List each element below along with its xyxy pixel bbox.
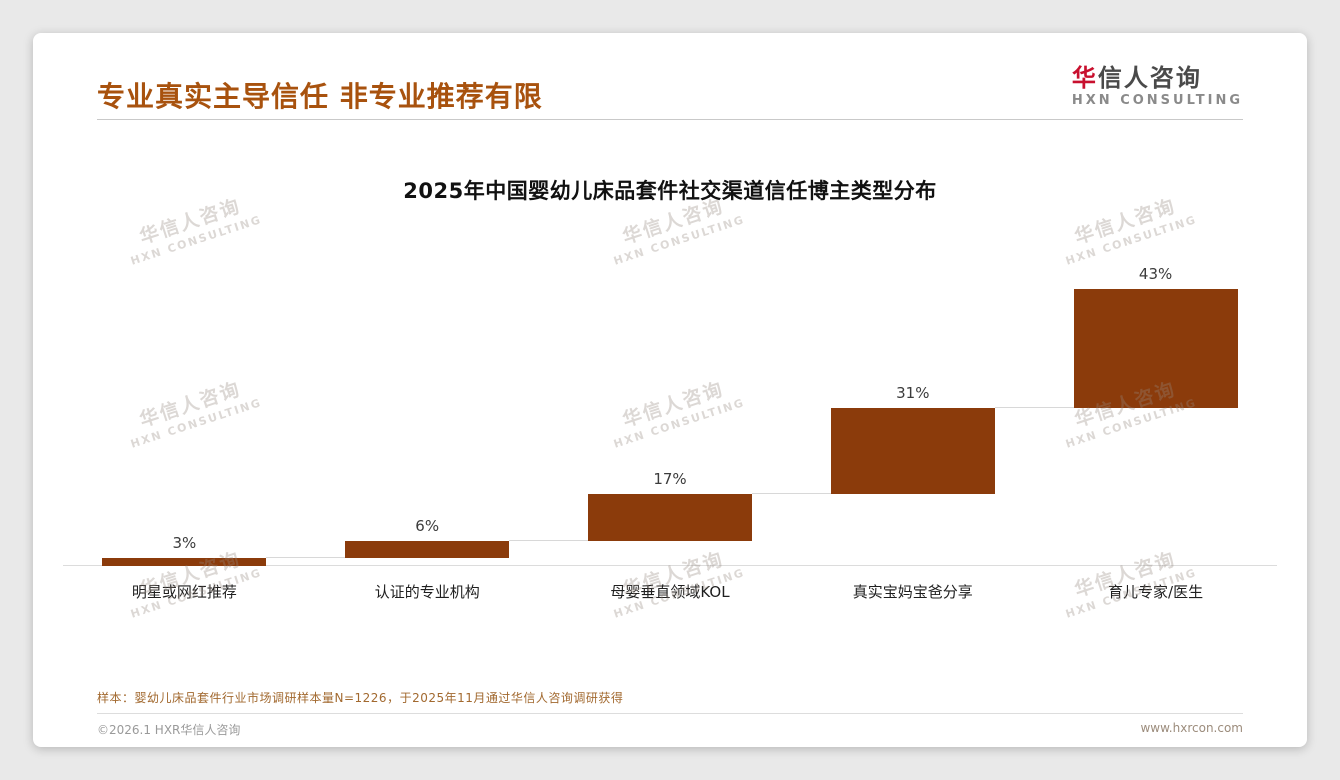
- category-label-4: 育儿专家/医生: [1108, 583, 1204, 601]
- category-label-0: 明星或网红推荐: [131, 583, 237, 601]
- slide-card: 专业真实主导信任 非专业推荐有限 华信人咨询 HXN CONSULTING 20…: [33, 33, 1307, 747]
- plot-area: 3% 6% 17% 31% 43%: [63, 265, 1277, 566]
- copyright-text: ©2026.1 HXR华信人咨询: [97, 723, 241, 737]
- connector-line-1: [509, 540, 588, 542]
- watermark-en-text: HXN CONSULTING: [1064, 212, 1199, 268]
- connector-line-2: [752, 492, 831, 494]
- category-label-1: 认证的专业机构: [374, 583, 480, 601]
- bar-value-label-0: 3%: [172, 533, 197, 552]
- logo-cn-rest: 信人咨询: [1097, 64, 1202, 92]
- connector-line-3: [994, 407, 1074, 409]
- footer: ©2026.1 HXR华信人咨询 www.hxrcon.com: [97, 721, 1243, 738]
- category-label-2: 母婴垂直领域KOL: [610, 583, 730, 601]
- connector-line-0: [266, 556, 346, 558]
- category-label-3: 真实宝妈宝爸分享: [852, 583, 973, 601]
- sample-note: 样本：婴幼儿床品套件行业市场调研样本量N=1226，于2025年11月通过华信人…: [97, 691, 624, 705]
- company-logo: 华信人咨询 HXN CONSULTING: [1071, 65, 1243, 109]
- watermark-en-text: HXN CONSULTING: [129, 212, 264, 268]
- bar-0: [102, 557, 267, 566]
- watermark-en-text: HXN CONSULTING: [612, 212, 747, 268]
- bar-value-label-2: 17%: [653, 469, 687, 488]
- bar-value-label-4: 43%: [1138, 265, 1173, 283]
- bar-value-label-1: 6%: [415, 517, 440, 536]
- bar-4: [1073, 289, 1238, 409]
- website-url: www.hxrcon.com: [1140, 721, 1243, 735]
- x-axis-baseline: [63, 565, 1277, 566]
- logo-cn-text: 华信人咨询: [1072, 65, 1243, 91]
- logo-en-text: HXN CONSULTING: [1071, 93, 1243, 109]
- footer-divider: [97, 713, 1243, 714]
- category-row: 明星或网红推荐 认证的专业机构 母婴垂直领域KOL 真实宝妈宝爸分享 育儿专家/医生: [63, 581, 1277, 602]
- logo-cn-accent: 华: [1071, 64, 1098, 92]
- page-title: 专业真实主导信任 非专业推荐有限: [97, 80, 543, 113]
- header-divider: [97, 119, 1243, 120]
- bar-2: [588, 494, 752, 542]
- bar-value-label-3: 31%: [896, 384, 930, 403]
- chart-title: 2025年中国婴幼儿床品套件社交渠道信任博主类型分布: [403, 179, 937, 203]
- bar-3: [830, 408, 995, 494]
- bar-1: [345, 541, 510, 558]
